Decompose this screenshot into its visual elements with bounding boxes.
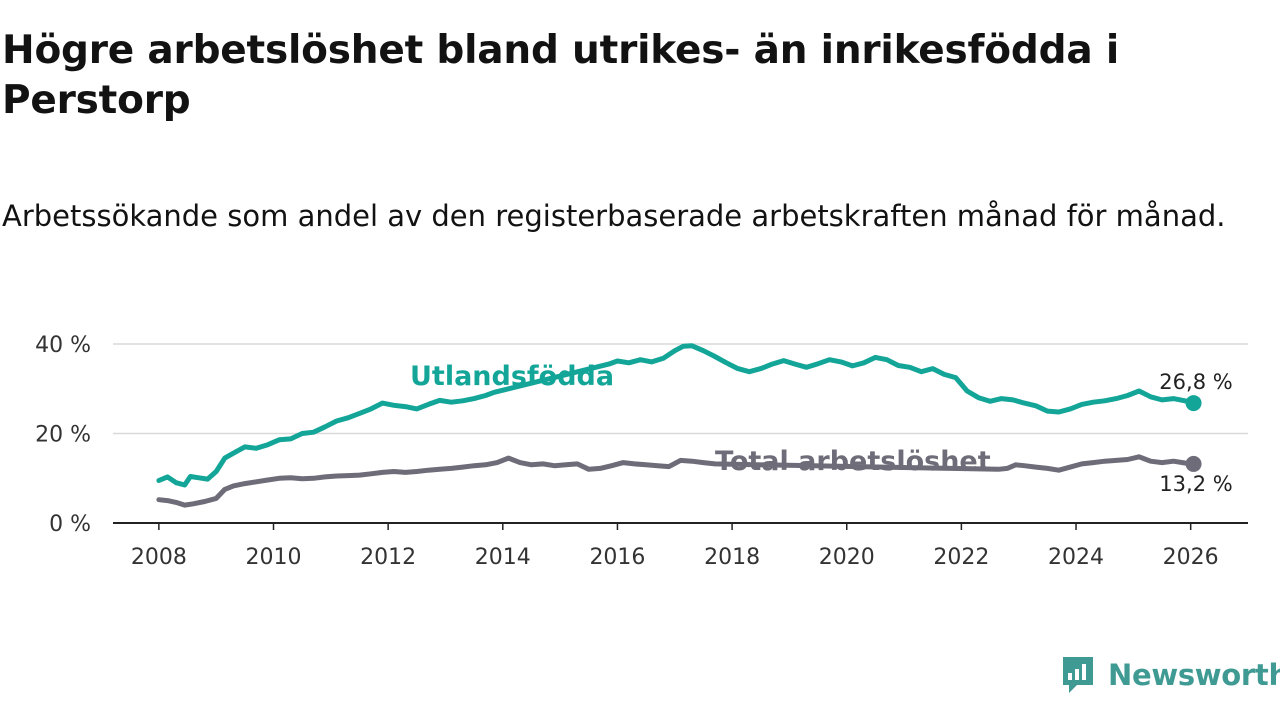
newsworthy-logo-icon bbox=[1063, 657, 1093, 693]
x-tick-label: 2012 bbox=[360, 545, 416, 570]
y-tick-label: 0 % bbox=[49, 512, 91, 537]
x-tick-label: 2018 bbox=[704, 545, 760, 570]
x-tick-label: 2016 bbox=[589, 545, 645, 570]
series-end-point bbox=[1185, 395, 1202, 412]
x-tick-label: 2026 bbox=[1163, 545, 1219, 570]
x-tick-label: 2024 bbox=[1048, 545, 1104, 570]
series-line-total bbox=[156, 454, 1196, 508]
end-value-label-total: 13,2 % bbox=[1159, 472, 1232, 496]
brand: Newsworthy bbox=[1060, 654, 1280, 696]
y-tick-label: 40 % bbox=[35, 333, 91, 358]
chart-title: Högre arbetslöshet bland utrikes- än inr… bbox=[2, 28, 1119, 123]
brand-name: Newsworthy bbox=[1108, 658, 1280, 692]
x-tick-label: 2010 bbox=[246, 545, 302, 570]
series-label-utlandsfodda: Utlandsfödda bbox=[410, 361, 614, 392]
x-tick-label: 2020 bbox=[819, 545, 875, 570]
x-tick-label: 2008 bbox=[131, 545, 187, 570]
series-line-utlandsfodda bbox=[156, 343, 1196, 488]
series-label-total: Total arbetslöshet bbox=[715, 446, 991, 477]
y-tick-label: 20 % bbox=[35, 423, 91, 448]
x-tick-label: 2014 bbox=[475, 545, 531, 570]
end-value-label-utlandsfodda: 26,8 % bbox=[1159, 370, 1232, 394]
series-end-point bbox=[1185, 455, 1202, 472]
chart-subtitle: Arbetssökande som andel av den registerb… bbox=[2, 199, 1226, 233]
x-tick-label: 2022 bbox=[933, 545, 989, 570]
